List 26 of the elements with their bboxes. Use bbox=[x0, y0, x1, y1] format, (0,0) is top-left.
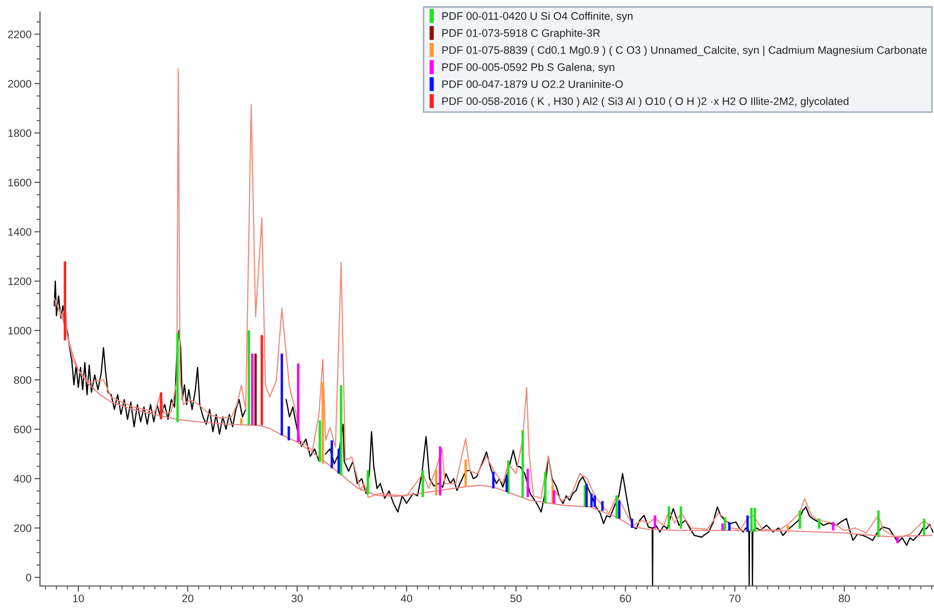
x-tick-label: 50 bbox=[510, 594, 522, 602]
x-tick-label: 10 bbox=[73, 594, 84, 602]
legend-label: PDF 00-005-0592 Pb S Galena, syn bbox=[442, 63, 614, 74]
y-tick-label: 800 bbox=[14, 376, 32, 384]
y-tick-label: 0 bbox=[26, 574, 32, 582]
legend-label: PDF 00-047-1879 U O2.2 Uraninite-O bbox=[442, 80, 623, 88]
x-tick-label: 20 bbox=[182, 594, 194, 602]
y-tick-label: 1400 bbox=[8, 228, 32, 236]
y-tick-label: 1800 bbox=[8, 129, 32, 138]
y-tick-label: 2200 bbox=[8, 30, 32, 38]
legend-label: PDF 01-073-5918 C Graphite-3R bbox=[442, 28, 600, 40]
y-tick-label: 1600 bbox=[8, 178, 32, 186]
legend-label: PDF 00-011-0420 U Si O4 Coffinite, syn bbox=[442, 12, 632, 22]
legend-label: PDF 01-075-8839 ( Cd0.1 Mg0.9 ) ( C O3 ) Unnamed_Calcite, syn | Cadmium Magnesium Carbonate bbox=[442, 46, 927, 56]
y-tick-label: 400 bbox=[14, 474, 32, 483]
legend-label: PDF 00-058-2016 ( K , H30 ) Al2 ( Si3 Al ) O10 ( O H )2 ·x H2 O Illite-2M2, glycolated bbox=[442, 97, 848, 108]
x-tick-label: 80 bbox=[838, 594, 850, 602]
y-tick-label: 1200 bbox=[8, 277, 32, 286]
y-tick-label: 600 bbox=[14, 426, 32, 434]
y-tick-label: 200 bbox=[14, 524, 32, 532]
y-tick-label: 1000 bbox=[8, 326, 32, 335]
x-tick-label: 70 bbox=[729, 594, 740, 602]
y-tick-label: 2000 bbox=[8, 80, 32, 88]
x-tick-label: 30 bbox=[292, 594, 303, 602]
x-tick-label: 40 bbox=[400, 594, 412, 602]
x-tick-label: 60 bbox=[620, 594, 632, 602]
